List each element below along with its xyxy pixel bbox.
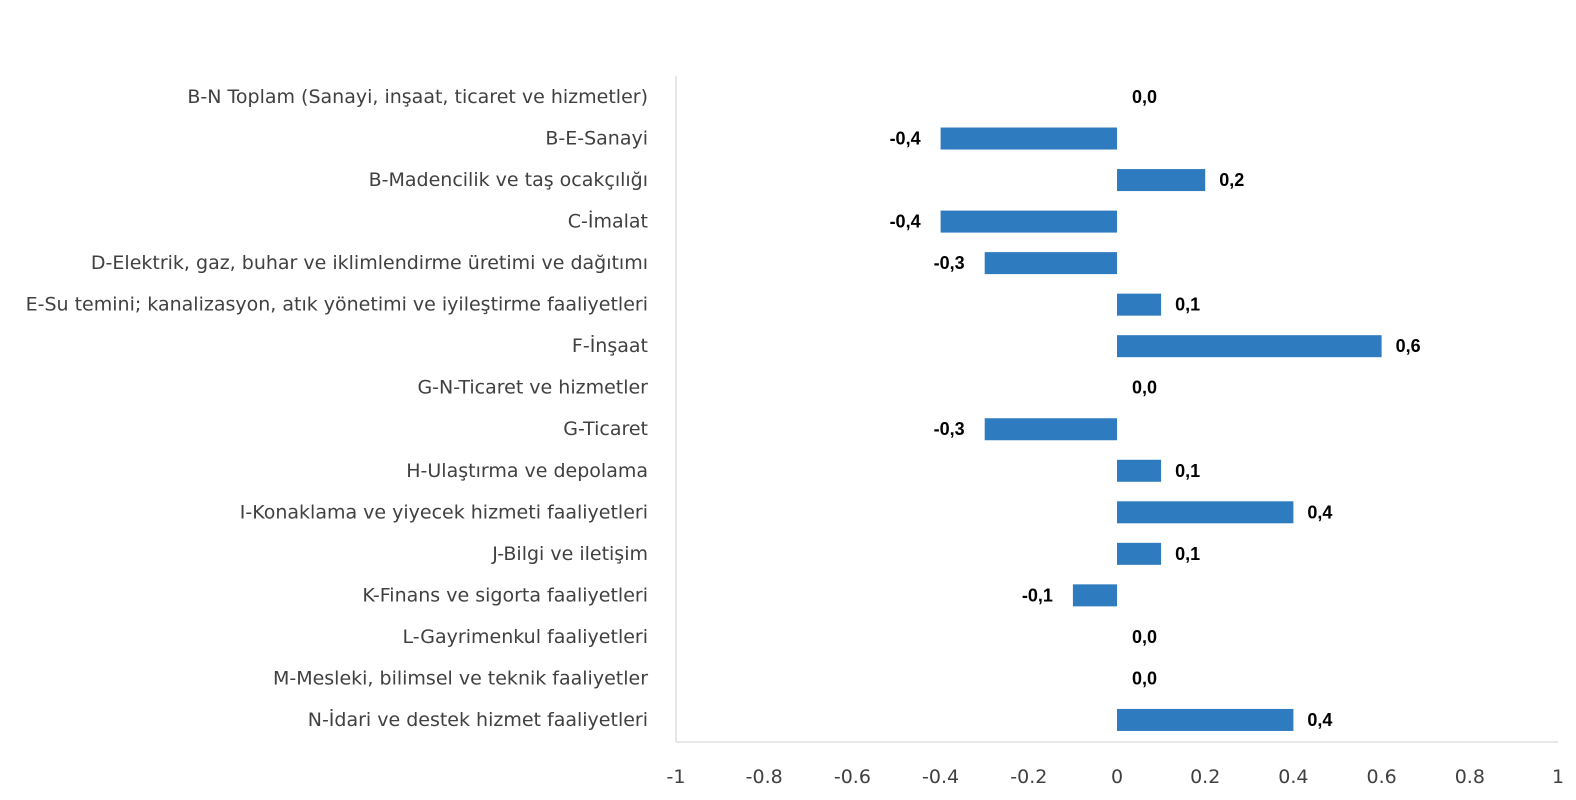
data-label: -0,4 <box>890 129 921 149</box>
data-label: -0,3 <box>934 419 965 439</box>
bar <box>1117 335 1382 358</box>
x-tick-label: 0.4 <box>1278 766 1308 788</box>
category-label: C-İmalat <box>568 210 648 233</box>
data-label: 0,1 <box>1175 544 1200 564</box>
x-tick-label: -0.8 <box>746 766 783 788</box>
category-label: H-Ulaştırma ve depolama <box>406 460 648 482</box>
data-label: 0,2 <box>1219 170 1244 190</box>
x-tick-label: -0.4 <box>922 766 959 788</box>
category-label: M-Mesleki, bilimsel ve teknik faaliyetle… <box>273 667 648 689</box>
data-label: -0,4 <box>890 212 921 232</box>
category-label: F-İnşaat <box>572 334 648 357</box>
data-label: 0,4 <box>1307 502 1332 522</box>
category-label: B-E-Sanayi <box>545 128 648 150</box>
bar <box>1117 501 1294 524</box>
category-label: D-Elektrik, gaz, buhar ve iklimlendirme … <box>91 252 648 274</box>
x-tick-label: 1 <box>1552 766 1564 788</box>
category-label: E-Su temini; kanalizasyon, atık yönetimi… <box>26 294 648 316</box>
bar <box>940 210 1117 233</box>
bar <box>1072 584 1117 607</box>
x-tick-label: 0.6 <box>1366 766 1396 788</box>
bar-layer <box>940 127 1382 731</box>
category-label: G-Ticaret <box>563 418 648 440</box>
bar <box>984 418 1117 441</box>
data-label: 0,6 <box>1396 336 1421 356</box>
data-label: 0,0 <box>1132 668 1157 688</box>
bar <box>984 252 1117 275</box>
x-tick-label: -0.6 <box>834 766 871 788</box>
data-label: 0,1 <box>1175 295 1200 315</box>
bar <box>1117 459 1162 482</box>
axis-layer <box>675 76 1558 743</box>
data-label: 0,1 <box>1175 461 1200 481</box>
data-label: 0,4 <box>1307 710 1332 730</box>
data-label: 0,0 <box>1132 627 1157 647</box>
x-tick-label: 0 <box>1111 766 1123 788</box>
category-label: K-Finans ve sigorta faaliyetleri <box>362 584 648 606</box>
category-label: L-Gayrimenkul faaliyetleri <box>403 626 649 648</box>
category-label: I-Konaklama ve yiyecek hizmeti faaliyetl… <box>240 501 648 523</box>
data-label: 0,0 <box>1132 378 1157 398</box>
data-label: -0,3 <box>934 253 965 273</box>
bar <box>1117 708 1294 731</box>
x-tick-label: -0.2 <box>1010 766 1047 788</box>
category-label: G-N-Ticaret ve hizmetler <box>417 377 648 399</box>
category-label: B-Madencilik ve taş ocakçılığı <box>369 169 648 191</box>
x-tick-label: 0.8 <box>1455 766 1485 788</box>
tick-label-layer: -1 -0.8 -0.6 -0.4 -0.2 0 0.2 0.4 0.6 0.8 1 <box>667 766 1565 788</box>
data-label-layer: 0,0 -0,4 0,2 -0,4 -0,3 0,1 0,6 0,0 -0,3 0,1 0,4 0,1… <box>890 87 1421 730</box>
category-label: B-N Toplam (Sanayi, inşaat, ticaret ve h… <box>187 86 648 108</box>
bar <box>1117 542 1162 565</box>
category-label-layer: B-N Toplam (Sanayi, inşaat, ticaret ve h… <box>26 86 649 731</box>
x-tick-label: 0.2 <box>1190 766 1220 788</box>
bar <box>940 127 1117 150</box>
bar <box>1117 293 1162 316</box>
category-label: N-İdari ve destek hizmet faaliyetleri <box>308 708 648 731</box>
category-label: J-Bilgi ve iletişim <box>491 543 648 565</box>
x-tick-label: -1 <box>667 766 686 788</box>
bar <box>1117 169 1206 192</box>
data-label: -0,1 <box>1022 585 1053 605</box>
data-label: 0,0 <box>1132 87 1157 107</box>
